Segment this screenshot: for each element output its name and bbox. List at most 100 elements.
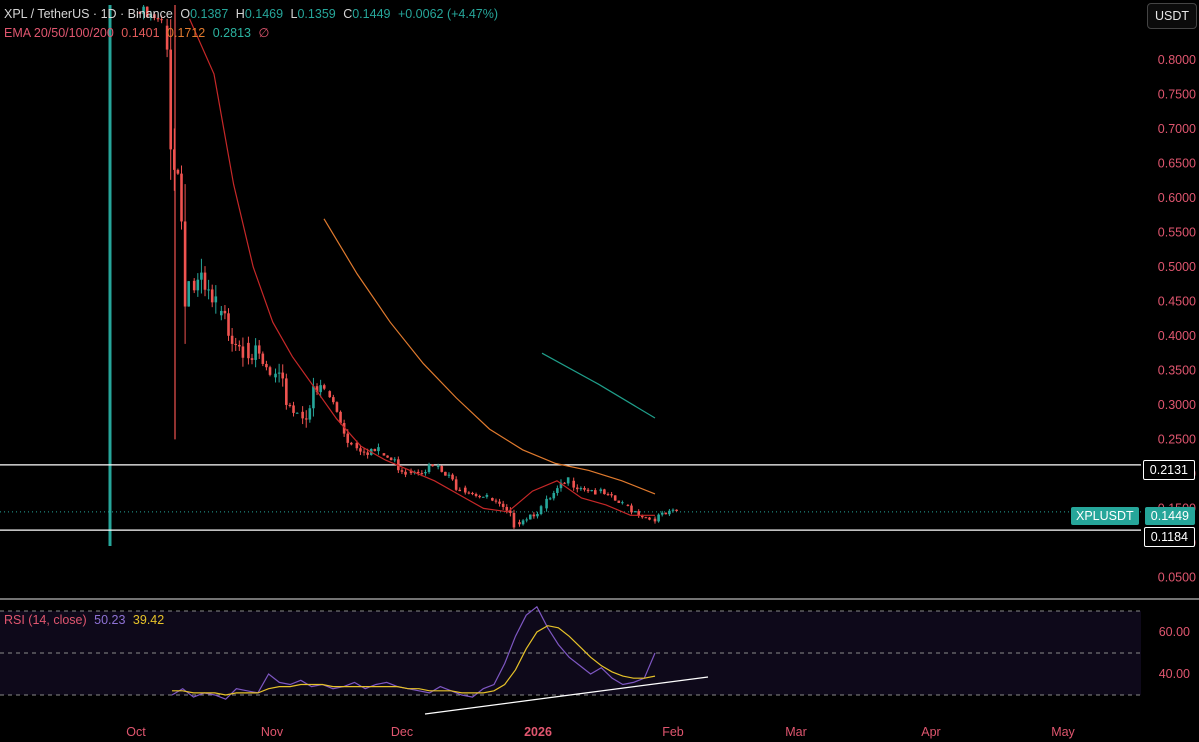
candle-body <box>675 509 678 512</box>
rsi-label[interactable]: RSI (14, close) <box>4 613 87 627</box>
open-label: O <box>180 7 191 21</box>
candle-body <box>671 509 675 511</box>
candle-body <box>444 471 447 476</box>
candle-body <box>332 397 335 403</box>
candle-body <box>451 474 454 480</box>
candle-body <box>145 6 149 18</box>
symbol-title[interactable]: XPL / TetherUS · 1D · Binance <box>4 7 173 21</box>
candle-body <box>528 514 532 520</box>
candle-body <box>404 471 407 475</box>
candle-body <box>261 353 265 364</box>
x-tick-label: Oct <box>126 725 146 739</box>
candle-body <box>339 411 342 424</box>
candle-body <box>509 510 512 513</box>
ema100-line <box>541 352 656 419</box>
rsi-ma-line <box>172 625 656 696</box>
candle-body <box>319 385 322 393</box>
candle-body <box>230 335 234 344</box>
candle-body <box>617 500 621 503</box>
candle-body <box>593 490 597 495</box>
candle-body <box>220 310 223 316</box>
candle-body <box>485 494 489 497</box>
candle-body <box>481 496 485 498</box>
ema20-line <box>188 18 655 516</box>
candle-body <box>474 494 478 496</box>
candle-body <box>467 492 471 494</box>
candle-body <box>630 505 633 513</box>
x-tick-label: Apr <box>921 725 940 739</box>
candle-body <box>640 515 644 518</box>
candle-body <box>277 372 281 374</box>
x-tick-label: Dec <box>391 725 413 739</box>
y-tick-label: 0.5000 <box>1158 260 1196 274</box>
candle-body <box>187 281 191 307</box>
ema50-line <box>323 218 656 495</box>
candle-body <box>227 313 230 336</box>
candle-body <box>322 385 326 389</box>
candle-body <box>156 18 160 20</box>
ema-legend: EMA 20/50/100/200 0.1401 0.1712 0.2813 ∅ <box>4 25 273 40</box>
candle-body <box>626 504 630 506</box>
candle-body <box>292 405 295 413</box>
candle-body <box>350 442 353 445</box>
y-tick-label: 0.5500 <box>1158 226 1196 240</box>
candle-body <box>328 391 332 398</box>
candle-body <box>315 386 319 393</box>
candle-body <box>420 473 424 475</box>
candle-body <box>247 342 250 359</box>
candle-body <box>458 489 462 492</box>
candle-body <box>301 411 304 419</box>
candle-body <box>389 457 393 461</box>
candle-body <box>532 514 536 517</box>
candle-body <box>525 519 528 521</box>
candle-body <box>210 289 214 303</box>
candle-body <box>621 502 624 504</box>
candle-body <box>539 506 543 514</box>
candle-body <box>657 514 660 522</box>
candle-body <box>436 466 440 468</box>
candle-body <box>447 474 451 476</box>
candle-body <box>308 408 312 420</box>
rsi-trendline-upper <box>546 676 709 699</box>
candle-body <box>142 6 145 14</box>
low-value: 0.1359 <box>297 7 336 21</box>
candle-body <box>610 494 613 496</box>
candle-body <box>644 517 648 519</box>
candle-body <box>234 343 238 345</box>
candle-body <box>355 442 359 449</box>
candle-body <box>241 346 245 358</box>
candle-body <box>545 498 548 509</box>
candle-body <box>599 489 603 492</box>
candle-body <box>173 149 176 170</box>
candle-body <box>660 512 664 515</box>
candle-body <box>478 495 481 498</box>
candle-body <box>312 386 315 409</box>
candle-body <box>556 488 559 493</box>
resistance-price-tag: 0.2131 <box>1142 460 1195 480</box>
candle-body <box>668 510 671 515</box>
close-value: 0.1449 <box>352 7 391 21</box>
candle-body <box>274 373 277 378</box>
ticker-tag: XPLUSDT <box>1071 507 1139 525</box>
candle-body <box>382 453 386 456</box>
candle-body <box>295 412 299 414</box>
candle-body <box>377 447 380 452</box>
candle-body <box>192 280 196 291</box>
x-tick-label: Mar <box>785 725 807 739</box>
candle-body <box>603 489 606 495</box>
rsi-legend: RSI (14, close) 50.23 39.42 <box>4 613 168 627</box>
candle-body <box>431 464 434 467</box>
y-tick-label: 0.6000 <box>1158 191 1196 205</box>
rsi-value: 50.23 <box>94 613 126 627</box>
close-label: C <box>343 7 353 21</box>
currency-button[interactable]: USDT <box>1147 3 1197 29</box>
candle-body <box>397 459 400 471</box>
ema-label[interactable]: EMA 20/50/100/200 <box>4 26 114 40</box>
symbol-legend: XPL / TetherUS · 1D · Binance O0.1387 H0… <box>4 7 502 21</box>
y-tick-label: 0.3500 <box>1158 363 1196 377</box>
candle-body <box>386 455 389 458</box>
candle-body <box>373 448 377 452</box>
change-value: +0.0062 (+4.47%) <box>397 7 499 21</box>
candle-body <box>427 464 431 472</box>
